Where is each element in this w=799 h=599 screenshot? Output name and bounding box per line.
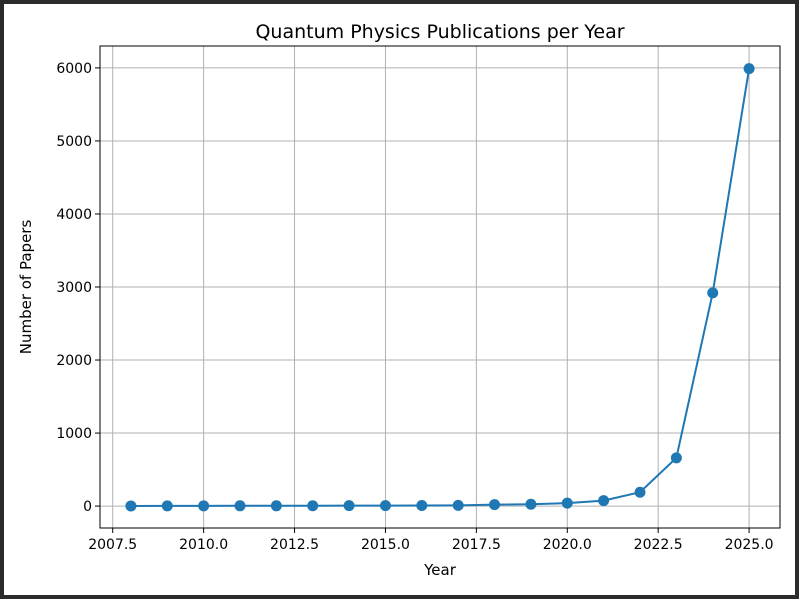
- y-tick-label: 6000: [56, 61, 92, 77]
- data-point: [525, 498, 537, 510]
- y-tick-label: 1000: [56, 426, 92, 442]
- line-chart: 2007.5 2010.0 2012.5 2015.0 2017.5 2020.0 2022…: [17, 21, 781, 579]
- data-point: [125, 500, 137, 512]
- data-point: [670, 452, 682, 464]
- x-tick-label: 2017.5: [452, 537, 501, 553]
- data-point: [634, 486, 646, 498]
- x-tick-label: 2025.0: [725, 537, 774, 553]
- y-tick-label: 4000: [56, 207, 92, 223]
- data-point: [489, 499, 501, 511]
- grid-lines: [100, 46, 780, 528]
- x-axis-ticks: 2007.5 2010.0 2012.5 2015.0 2017.5 2020.0 2022…: [88, 528, 774, 553]
- data-point: [743, 63, 755, 75]
- data-point: [270, 500, 282, 512]
- x-tick-label: 2015.0: [361, 537, 410, 553]
- y-axis-label: Number of Papers: [17, 220, 35, 355]
- data-point: [452, 499, 464, 511]
- x-tick-label: 2007.5: [88, 537, 137, 553]
- x-axis-label: Year: [423, 561, 457, 579]
- data-point: [343, 500, 355, 512]
- data-point: [307, 500, 319, 512]
- x-tick-label: 2020.0: [543, 537, 592, 553]
- series-line: [130, 68, 751, 507]
- data-point: [707, 287, 719, 299]
- data-point: [161, 500, 173, 512]
- data-point: [234, 500, 246, 512]
- x-tick-label: 2012.5: [270, 537, 319, 553]
- series-layer: [125, 63, 755, 512]
- chart-title: Quantum Physics Publications per Year: [255, 21, 624, 43]
- y-tick-label: 3000: [56, 280, 92, 296]
- chart-figure: 2007.5 2010.0 2012.5 2015.0 2017.5 2020.0 2022…: [4, 4, 795, 595]
- data-point: [598, 495, 610, 507]
- data-point: [379, 500, 391, 512]
- y-axis-ticks: 0 1000 2000 3000 4000 5000 6000: [56, 61, 100, 515]
- x-tick-label: 2022.5: [634, 537, 683, 553]
- data-point: [198, 500, 210, 512]
- x-tick-label: 2010.0: [179, 537, 228, 553]
- y-tick-label: 2000: [56, 353, 92, 369]
- data-point: [416, 500, 428, 512]
- y-tick-label: 0: [83, 499, 92, 515]
- y-tick-label: 5000: [56, 134, 92, 150]
- data-point: [561, 497, 573, 509]
